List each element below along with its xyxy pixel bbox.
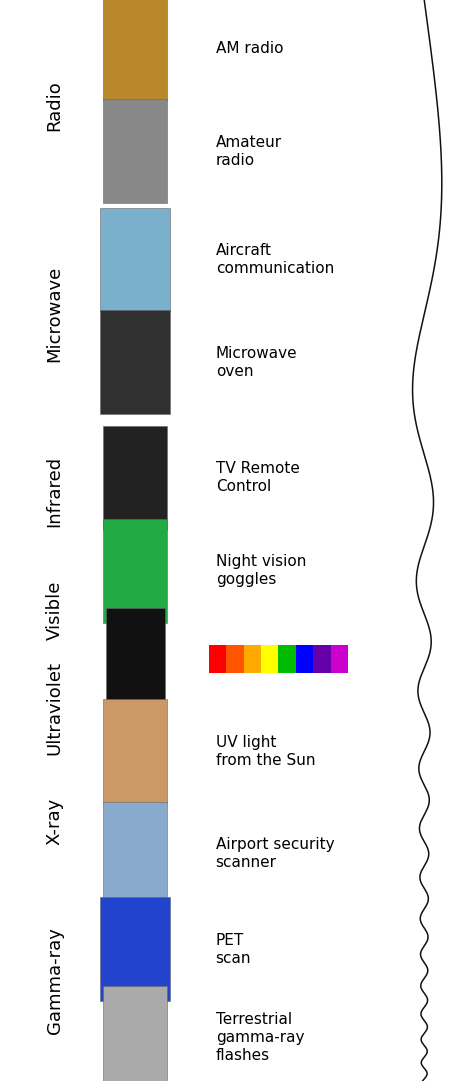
Text: Airport security
scanner: Airport security scanner [216, 838, 334, 870]
Text: TV Remote
Control: TV Remote Control [216, 462, 300, 494]
FancyBboxPatch shape [103, 426, 167, 530]
Text: AM radio: AM radio [216, 41, 283, 56]
Text: Terrestrial
gamma-ray
flashes: Terrestrial gamma-ray flashes [216, 1012, 304, 1064]
Text: Visible: Visible [46, 582, 64, 640]
FancyBboxPatch shape [103, 519, 167, 623]
Text: Ultraviolet: Ultraviolet [46, 662, 64, 755]
FancyBboxPatch shape [103, 802, 167, 906]
FancyBboxPatch shape [100, 208, 170, 311]
Bar [296, 645, 313, 673]
FancyBboxPatch shape [103, 0, 167, 101]
FancyBboxPatch shape [103, 699, 167, 803]
Bar [313, 645, 331, 673]
Bar [261, 645, 279, 673]
FancyBboxPatch shape [100, 897, 170, 1001]
FancyBboxPatch shape [103, 99, 167, 203]
Text: Gamma-ray: Gamma-ray [46, 927, 64, 1035]
Text: X-ray: X-ray [46, 798, 64, 845]
Text: Radio: Radio [46, 80, 64, 131]
Text: Infrared: Infrared [46, 456, 64, 528]
Bar [244, 645, 261, 673]
Bar [331, 645, 348, 673]
FancyBboxPatch shape [100, 310, 170, 414]
Bar [226, 645, 244, 673]
FancyBboxPatch shape [103, 986, 167, 1081]
Text: UV light
from the Sun: UV light from the Sun [216, 735, 315, 768]
FancyBboxPatch shape [106, 608, 164, 711]
Bar [209, 645, 226, 673]
Bar [279, 645, 296, 673]
Text: Night vision
goggles: Night vision goggles [216, 555, 306, 587]
Text: Amateur
radio: Amateur radio [216, 135, 282, 168]
Text: Aircraft
communication: Aircraft communication [216, 243, 334, 276]
Text: Microwave
oven: Microwave oven [216, 346, 297, 378]
Text: Microwave: Microwave [46, 265, 64, 362]
Text: PET
scan: PET scan [216, 933, 251, 965]
